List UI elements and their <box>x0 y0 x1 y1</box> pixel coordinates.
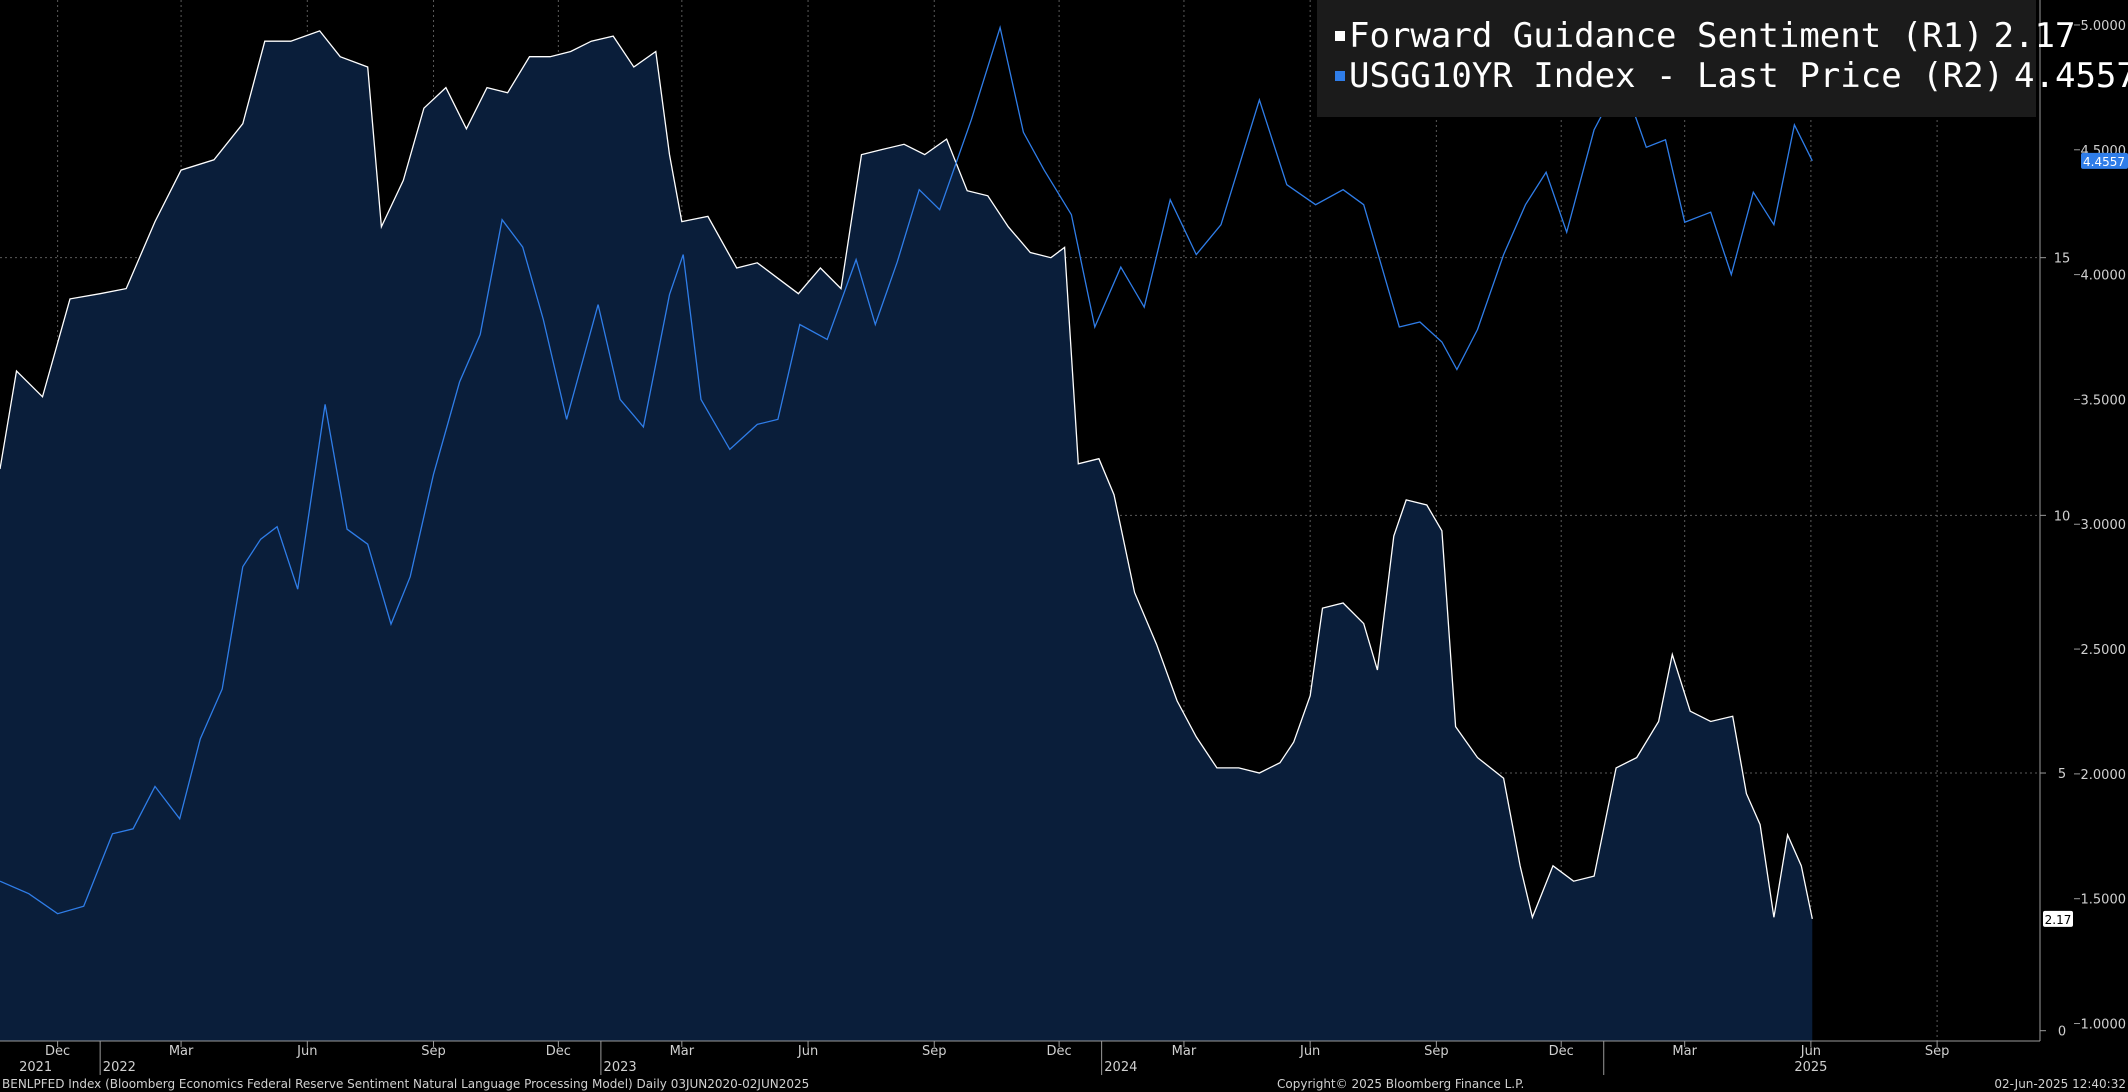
x-tick-label-3: Sep <box>421 1044 446 1059</box>
usgg10yr-line <box>0 24 1813 915</box>
x-tick-label-8: Dec <box>1047 1044 1072 1059</box>
y-right-tick-label-8: 1.0000 <box>2081 1018 2127 1033</box>
last-value-label-sentiment: 2.17 <box>2045 913 2072 927</box>
y-right-tick-label-2: 4.0000 <box>2081 269 2127 284</box>
last-value-badge-sentiment <box>2043 910 2073 927</box>
y-right-tick-label-6: 2.0000 <box>2081 768 2127 783</box>
x-tick-label-10: Jun <box>1299 1044 1320 1059</box>
x-tick-label-11: Sep <box>1424 1044 1449 1059</box>
last-value-badge-usgg10yr <box>2081 152 2128 169</box>
footer-timestamp: 02-Jun-2025 12:40:32 <box>1994 1077 2126 1091</box>
y-right-tick-label-7: 1.5000 <box>2081 893 2127 908</box>
x-year-label-1: 2022 <box>103 1060 136 1075</box>
x-tick-label-0: Dec <box>45 1044 70 1059</box>
legend: Forward Guidance Sentiment (R1) 2.17 USG… <box>1317 0 2128 117</box>
x-tick-label-4: Dec <box>546 1044 571 1059</box>
x-tick-label-9: Mar <box>1172 1044 1197 1059</box>
x-tick-label-1: Mar <box>169 1044 194 1059</box>
y-right-tick-label-4: 3.0000 <box>2081 518 2127 533</box>
y-left-tick-label-3: 0 <box>2058 1025 2066 1040</box>
y-left-tick-label-2: 5 <box>2058 767 2066 782</box>
legend-swatch-usgg10yr <box>1335 71 1345 81</box>
x-tick-label-12: Dec <box>1549 1044 1574 1059</box>
series-lines <box>0 24 1813 920</box>
x-tick-label-7: Sep <box>922 1044 947 1059</box>
x-tick-label-6: Jun <box>797 1044 818 1059</box>
legend-value-sentiment: 2.17 <box>1993 16 2076 56</box>
x-year-label-0: 2021 <box>19 1060 52 1075</box>
y-right-tick-label-3: 3.5000 <box>2081 393 2127 408</box>
x-tick-label-5: Mar <box>670 1044 695 1059</box>
footer-source: BENLPFED Index (Bloomberg Economics Fede… <box>2 1077 810 1091</box>
footer-copyright: Copyright© 2025 Bloomberg Finance L.P. <box>1277 1077 1525 1091</box>
x-year-label-3: 2024 <box>1104 1060 1137 1075</box>
x-tick-label-15: Sep <box>1925 1044 1950 1059</box>
y-left-tick-label-1: 10 <box>2054 509 2071 524</box>
legend-label-sentiment: Forward Guidance Sentiment (R1) <box>1349 16 1984 56</box>
x-tick-label-13: Mar <box>1672 1044 1697 1059</box>
y-right-tick-label-0: 5.0000 <box>2081 19 2127 34</box>
legend-label-usgg10yr: USGG10YR Index - Last Price (R2) <box>1349 56 2005 96</box>
legend-value-usgg10yr: 4.4557 <box>2014 56 2128 96</box>
sentiment-line <box>0 30 1813 920</box>
last-value-label-usgg10yr: 4.4557 <box>2083 155 2125 169</box>
x-year-label-2: 2023 <box>604 1060 637 1075</box>
sentiment-area <box>0 30 1813 1041</box>
legend-entry-usgg10yr: USGG10YR Index - Last Price (R2) 4.4557 <box>1335 56 2128 96</box>
y-right-tick-label-5: 2.5000 <box>2081 643 2127 658</box>
x-year-label-4: 2025 <box>1794 1060 1827 1075</box>
x-tick-label-14: Jun <box>1800 1044 1821 1059</box>
legend-entry-sentiment: Forward Guidance Sentiment (R1) 2.17 <box>1335 16 2075 56</box>
sentiment-area-layer <box>0 30 1813 1041</box>
x-tick-label-2: Jun <box>296 1044 317 1059</box>
footer: BENLPFED Index (Bloomberg Economics Fede… <box>0 1076 2128 1092</box>
legend-swatch-sentiment <box>1335 31 1345 41</box>
y-left-tick-label-0: 15 <box>2054 252 2071 267</box>
